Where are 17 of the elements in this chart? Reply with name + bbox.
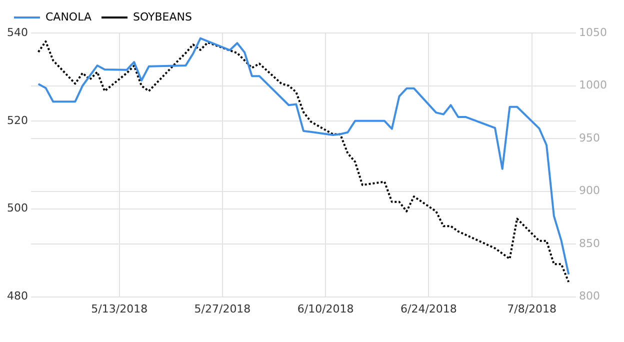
y2-tick-label: 950: [579, 131, 600, 144]
y2-tick-label: 850: [579, 236, 600, 250]
y-tick-label: 540: [6, 26, 28, 39]
x-tick-label: 7/8/2018: [507, 302, 557, 316]
legend-label: SOYBEANS: [133, 10, 192, 24]
x-tick-label: 6/10/2018: [297, 302, 354, 316]
y2-tick-label: 900: [579, 184, 600, 198]
y2-tick-label: 1050: [579, 26, 608, 39]
y2-tick-label: 800: [579, 290, 600, 303]
x-tick-label: 5/27/2018: [194, 302, 251, 316]
x-tick-label: 5/13/2018: [91, 302, 148, 316]
legend-label: CANOLA: [46, 10, 92, 24]
y-tick-label: 480: [6, 290, 28, 303]
y-tick-label: 520: [6, 114, 28, 127]
y-tick-label: 500: [6, 202, 28, 215]
x-tick-label: 6/24/2018: [400, 302, 457, 316]
y2-tick-label: 1000: [579, 78, 608, 92]
